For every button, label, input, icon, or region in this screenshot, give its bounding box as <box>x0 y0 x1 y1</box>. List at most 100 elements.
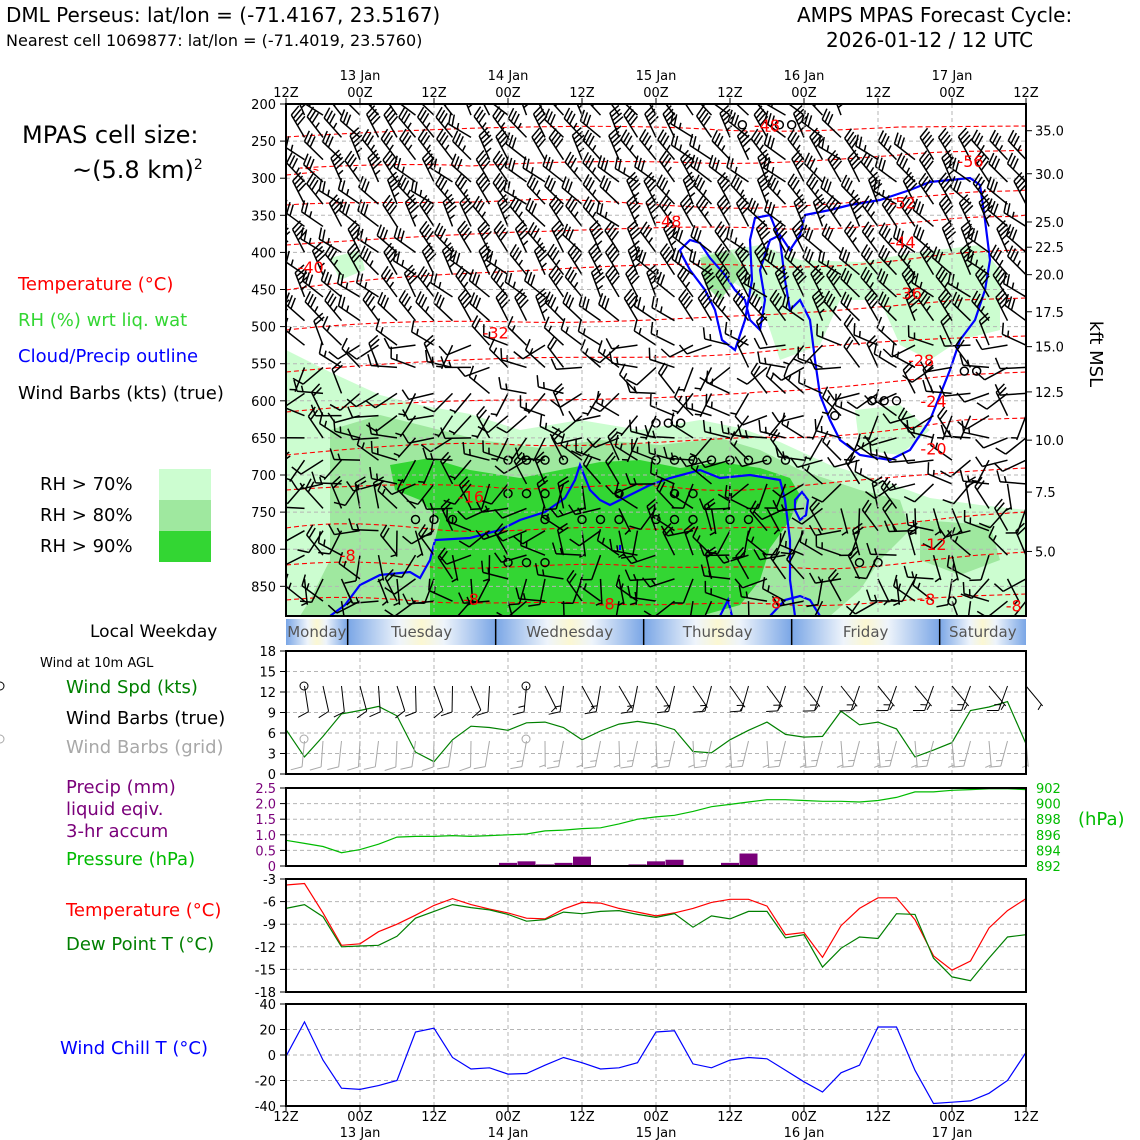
barb-half <box>461 145 467 152</box>
barb-flag <box>781 412 786 425</box>
barb-flag <box>333 711 345 718</box>
barb-flag <box>975 371 986 381</box>
wind-barb-upper <box>761 576 786 602</box>
barb-staff <box>987 208 1008 228</box>
barb-staff <box>1000 740 1008 767</box>
barb-staff <box>786 558 805 580</box>
wind-barb-upper <box>708 154 731 183</box>
wind-barb-upper <box>689 437 713 459</box>
barb-flag <box>409 275 419 285</box>
calm-marker <box>521 455 532 465</box>
barb-staff <box>380 138 398 161</box>
barb-half <box>934 530 941 536</box>
barb-flag <box>547 294 554 306</box>
hpa-unit: (hPa) <box>1078 809 1125 830</box>
wind-barb-upper <box>689 601 694 616</box>
wind-barb-upper <box>700 564 731 580</box>
wind-barb-upper <box>348 518 379 532</box>
barb-staff <box>597 165 620 183</box>
wind-barb-upper <box>347 104 361 116</box>
temp-contour-label: -12 <box>920 535 946 554</box>
barb-staff <box>497 202 509 227</box>
wind-barb-upper <box>787 128 805 161</box>
bottom-tick-label: 12Z <box>273 1110 299 1125</box>
barb-flag <box>951 291 958 303</box>
barb-flag <box>324 290 332 302</box>
barb-flag <box>772 220 782 230</box>
barb-staff <box>823 300 842 322</box>
barb-flag <box>608 227 617 238</box>
barb-flag <box>944 299 953 310</box>
barb-half <box>595 602 603 606</box>
barb-flag <box>369 153 379 163</box>
barb-flag <box>326 293 335 305</box>
barb-flag <box>792 264 802 274</box>
barb-flag <box>959 469 964 482</box>
wind-barb-upper <box>866 542 897 556</box>
barb-flag <box>960 593 973 600</box>
barb-half <box>286 240 289 244</box>
barb-flag <box>848 134 857 146</box>
barb-staff <box>502 507 527 519</box>
barb-staff <box>286 250 287 253</box>
wind-barb-upper <box>844 128 861 161</box>
barb-flag <box>942 153 953 163</box>
barb-flag <box>849 550 859 560</box>
barb-flag <box>591 264 601 274</box>
barb-flag <box>309 766 322 771</box>
wind-barb-upper <box>623 288 639 322</box>
barb-flag <box>863 247 871 259</box>
barb-flag <box>270 271 275 282</box>
barb-staff <box>395 740 398 767</box>
barb-half <box>709 333 712 341</box>
barb-staff <box>629 578 657 582</box>
barb-flag <box>997 291 1007 302</box>
barb-flag <box>815 201 826 211</box>
barb-flag <box>477 175 487 186</box>
barb-flag <box>996 272 1006 283</box>
wind-barb-upper <box>994 357 1026 370</box>
barb-staff <box>1002 459 1026 472</box>
barb-flag <box>548 159 554 171</box>
barb-staff <box>495 136 509 160</box>
barb-staff <box>658 160 676 183</box>
barb-half <box>389 144 394 151</box>
barb-flag <box>383 485 393 495</box>
barb-flag <box>804 227 811 239</box>
barb-flag <box>712 290 720 302</box>
barb-flag <box>747 274 751 287</box>
barb-half <box>449 475 456 480</box>
wind-barb-upper <box>318 179 342 205</box>
barb-flag <box>848 227 857 239</box>
barb-flag <box>318 710 329 719</box>
wind-barb-upper <box>340 601 345 616</box>
barb-flag <box>459 223 468 234</box>
barb-flag <box>402 180 410 192</box>
wind-barb-upper <box>440 427 472 440</box>
barb-flag <box>344 150 353 162</box>
barb-flag <box>303 229 308 242</box>
barb-flag <box>494 523 504 534</box>
barb-flag <box>570 201 578 213</box>
wind-barb-grid <box>347 740 361 771</box>
barb-flag <box>858 136 863 149</box>
barb-flag <box>861 221 870 233</box>
barb-flag <box>587 135 595 147</box>
barb-flag <box>573 253 583 264</box>
barb-flag <box>410 320 415 333</box>
barb-staff <box>415 685 417 713</box>
wind-barb-upper <box>856 433 879 461</box>
barb-flag <box>497 179 506 190</box>
barb-half <box>689 192 696 198</box>
barb-flag <box>940 424 946 437</box>
wind-barb-upper <box>579 109 601 138</box>
wind-barb-upper <box>582 196 602 227</box>
barb-flag <box>856 433 861 446</box>
barb-flag <box>524 338 531 351</box>
barb-flag <box>380 294 387 306</box>
barb-staff <box>1002 578 1026 593</box>
cross-section-time-grid <box>359 104 953 616</box>
barb-flag <box>939 335 946 347</box>
wind-barb-upper <box>940 312 953 346</box>
wind-barb-upper <box>379 524 398 556</box>
